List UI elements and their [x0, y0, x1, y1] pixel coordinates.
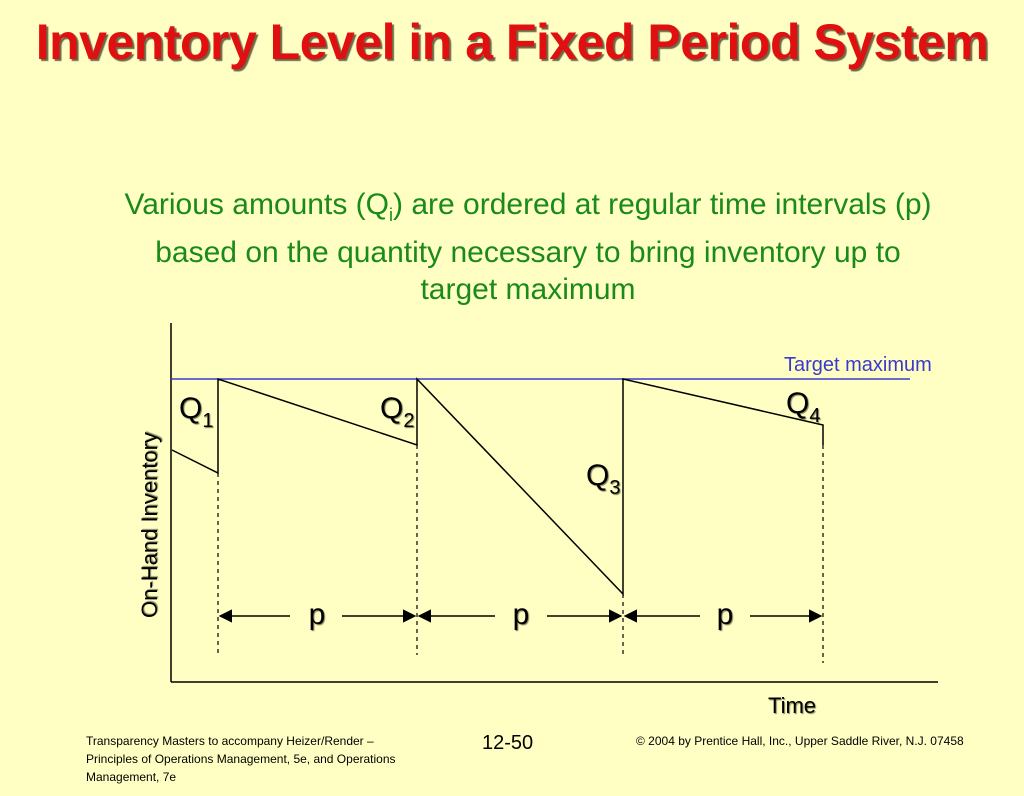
- order-label-q2-sub: 2: [403, 410, 414, 432]
- footer-copyright: © 2004 by Prentice Hall, Inc., Upper Sad…: [636, 734, 964, 748]
- order-label-q3-sub: 3: [609, 477, 620, 499]
- x-axis-label: Time: [768, 693, 816, 718]
- target-maximum-label: Target maximum: [784, 354, 932, 376]
- order-label-q4: Q4: [786, 387, 820, 427]
- slide-subtitle: Various amounts (Qi) are ordered at regu…: [118, 186, 938, 308]
- order-label-q1: Q1: [179, 392, 213, 432]
- y-axis-label: On-Hand Inventory: [137, 432, 162, 618]
- footer-credit: Transparency Masters to accompany Heizer…: [86, 734, 396, 784]
- order-label-q1-sub: 1: [202, 410, 213, 432]
- period-label-2: p: [513, 598, 530, 631]
- period-label-3: p: [717, 598, 734, 631]
- order-label-q2-main: Q: [380, 392, 403, 425]
- order-label-q3-main: Q: [586, 459, 609, 492]
- inventory-level-line: [171, 377, 824, 596]
- order-label-q2: Q2: [380, 392, 414, 432]
- order-label-q3: Q3: [586, 459, 620, 499]
- period-label-1: p: [309, 598, 326, 631]
- slide-number: 12-50: [482, 732, 534, 754]
- order-label-q4-main: Q: [786, 387, 809, 420]
- order-label-q1-main: Q: [179, 392, 202, 425]
- subtitle-subscript: i: [389, 205, 393, 225]
- order-label-q4-sub: 4: [809, 405, 820, 427]
- subtitle-part-2: ) are ordered at regular time intervals …: [155, 188, 932, 306]
- slide-title: Inventory Level in a Fixed Period System: [35, 14, 989, 70]
- subtitle-part-1: Various amounts (Q: [124, 188, 389, 221]
